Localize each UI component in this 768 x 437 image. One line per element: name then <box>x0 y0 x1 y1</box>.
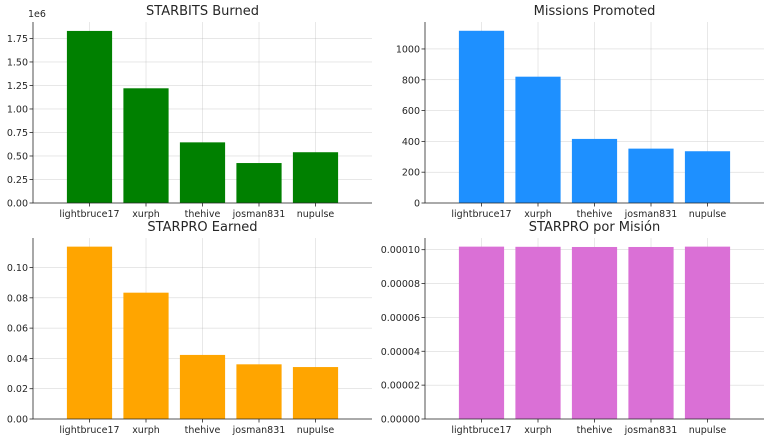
x-tick-label-thehive: thehive <box>577 209 613 220</box>
y-tick-label: 0.50 <box>7 151 28 162</box>
y-tick-label: 0.75 <box>7 128 28 139</box>
bar-thehive <box>179 142 226 203</box>
y-tick-label: 0 <box>414 199 420 210</box>
x-tick-label-josman831: josman831 <box>624 209 678 220</box>
y-tick-label: 0.00 <box>7 415 28 426</box>
x-tick-label-xurph: xurph <box>524 425 552 436</box>
y-tick-label: 0.10 <box>7 263 28 274</box>
y-tick-label: 0.00002 <box>381 381 420 392</box>
x-tick-label-nupulse: nupulse <box>297 209 335 220</box>
y-tick-label: 0.00010 <box>381 245 420 256</box>
y-tick-label: 1.25 <box>7 81 28 92</box>
bar-lightbruce17 <box>66 246 113 419</box>
bar-thehive <box>179 354 226 419</box>
y-tick-label: 400 <box>402 137 420 148</box>
x-tick-label-lightbruce17: lightbruce17 <box>451 425 511 436</box>
chart-title: STARPRO por Misión <box>529 220 660 235</box>
y-tick-label: 1000 <box>396 44 420 55</box>
y-tick-label: 0.04 <box>7 354 28 365</box>
x-tick-label-thehive: thehive <box>185 209 221 220</box>
bar-xurph <box>515 246 561 419</box>
y-tick-label: 200 <box>402 168 420 179</box>
x-tick-label-josman831: josman831 <box>232 209 286 220</box>
axis-spines <box>32 238 372 420</box>
bar-lightbruce17 <box>66 30 113 204</box>
bar-nupulse <box>684 151 731 203</box>
x-tick-label-josman831: josman831 <box>232 425 286 436</box>
x-tick-label-thehive: thehive <box>577 425 613 436</box>
y-tick-label: 0.02 <box>7 384 28 395</box>
y-offset-label: 1e6 <box>28 9 46 20</box>
bar-josman831 <box>628 246 674 419</box>
x-tick-label-xurph: xurph <box>524 209 552 220</box>
axis-spines <box>424 22 764 204</box>
axis-spines <box>424 238 764 420</box>
bar-thehive <box>571 138 618 203</box>
x-tick-label-nupulse: nupulse <box>689 425 727 436</box>
x-tick-label-josman831: josman831 <box>624 425 678 436</box>
bar-josman831 <box>628 148 674 203</box>
bar-lightbruce17 <box>458 246 505 419</box>
x-tick-label-nupulse: nupulse <box>689 209 727 220</box>
bar-lightbruce17 <box>458 30 505 203</box>
x-tick-label-thehive: thehive <box>185 425 221 436</box>
y-tick-label: 0.25 <box>7 175 28 186</box>
x-tick-label-xurph: xurph <box>132 209 160 220</box>
chart-title: STARBITS Burned <box>146 4 259 19</box>
x-tick-label-lightbruce17: lightbruce17 <box>59 209 119 220</box>
y-tick-label: 0.00000 <box>381 415 420 426</box>
y-tick-label: 0.00 <box>7 199 28 210</box>
bar-xurph <box>123 88 169 203</box>
bar-nupulse <box>684 246 731 419</box>
y-tick-label: 1.75 <box>7 34 28 45</box>
y-tick-label: 1.50 <box>7 57 28 68</box>
x-tick-label-xurph: xurph <box>132 425 160 436</box>
y-tick-label: 0.06 <box>7 324 28 335</box>
chart-panel-2: Missions Promoted 0 200 400 600 800 1000 lightb… <box>396 4 764 220</box>
x-tick-label-nupulse: nupulse <box>297 425 335 436</box>
y-tick-label: 0.08 <box>7 293 28 304</box>
chart-title: STARPRO Earned <box>147 220 257 235</box>
bar-josman831 <box>236 163 282 203</box>
chart-title: Missions Promoted <box>534 4 656 19</box>
y-tick-label: 600 <box>402 106 420 117</box>
chart-panel-1: STARBITS Burned 0.00 0.25 0.50 0.75 1.00 1.25 1… <box>7 4 372 220</box>
y-tick-label: 1.00 <box>7 104 28 115</box>
bar-xurph <box>515 76 561 203</box>
bar-josman831 <box>236 364 282 419</box>
chart-panel-3: STARPRO Earned 0.00 0.02 0.04 0.06 0.08 0.10 li… <box>7 220 372 436</box>
y-tick-label: 0.00008 <box>381 279 420 290</box>
x-tick-label-lightbruce17: lightbruce17 <box>451 209 511 220</box>
bar-nupulse <box>292 152 339 203</box>
bar-nupulse <box>292 367 339 419</box>
y-tick-label: 800 <box>402 75 420 86</box>
y-tick-label: 0.00004 <box>381 347 420 358</box>
chart-panel-4: STARPRO por Misión 0.00000 0.00002 0.00004 0… <box>381 220 764 436</box>
axis-spines <box>32 22 372 204</box>
bar-thehive <box>571 246 618 419</box>
x-tick-label-lightbruce17: lightbruce17 <box>59 425 119 436</box>
bar-xurph <box>123 292 169 419</box>
y-tick-label: 0.00006 <box>381 313 420 324</box>
